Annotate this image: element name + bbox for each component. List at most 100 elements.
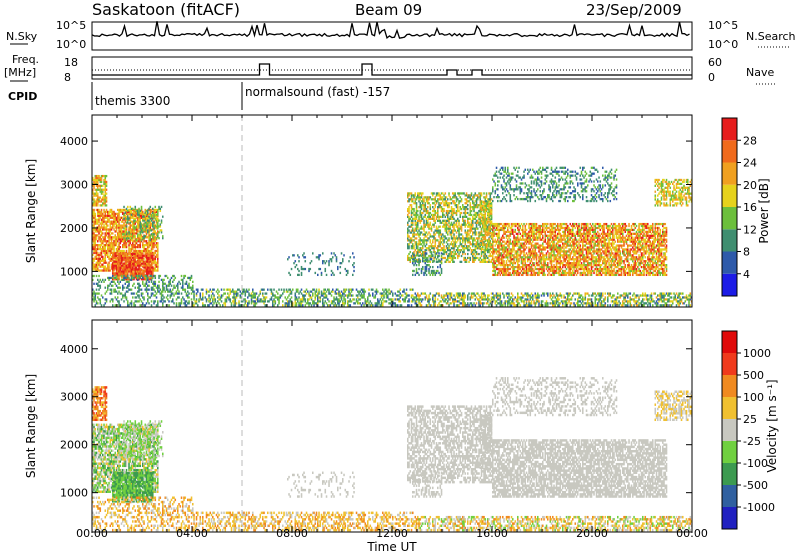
power-cell xyxy=(321,272,323,274)
power-cell xyxy=(255,300,257,302)
power-cell xyxy=(152,266,154,268)
power-cell xyxy=(131,304,133,306)
power-cell xyxy=(96,275,98,277)
power-cell xyxy=(507,296,509,298)
power-cell xyxy=(191,277,193,279)
power-cell xyxy=(333,296,335,298)
power-cell xyxy=(303,296,305,298)
power-cell xyxy=(367,296,369,298)
power-cell xyxy=(122,289,124,291)
power-cell xyxy=(98,292,100,294)
power-cell xyxy=(341,298,343,300)
power-cell xyxy=(482,296,484,298)
power-cell xyxy=(127,275,129,277)
power-cell xyxy=(456,235,458,237)
power-cell xyxy=(106,209,108,211)
power-cell xyxy=(150,235,152,237)
power-cell xyxy=(301,302,303,304)
power-cell xyxy=(481,294,483,296)
power-cell xyxy=(100,285,102,287)
power-cell xyxy=(265,300,267,302)
power-cell xyxy=(657,304,659,306)
power-cell xyxy=(115,296,117,298)
power-cell xyxy=(315,298,317,300)
power-cell xyxy=(353,256,355,258)
power-cell xyxy=(133,225,135,227)
power-cell xyxy=(448,194,450,196)
power-cell xyxy=(416,300,418,302)
power-cell xyxy=(93,198,95,200)
power-cell xyxy=(458,224,460,226)
power-cell xyxy=(423,243,425,245)
power-cell xyxy=(100,298,102,300)
power-cell xyxy=(122,210,124,212)
power-cell xyxy=(97,279,99,281)
power-cell xyxy=(155,277,157,279)
power-cell xyxy=(158,277,160,279)
power-cell xyxy=(437,239,439,241)
power-cell xyxy=(158,281,160,283)
power-cell xyxy=(342,300,344,302)
power-cell xyxy=(147,223,149,225)
power-cell xyxy=(457,257,459,259)
power-cell xyxy=(152,253,154,255)
power-cell xyxy=(130,221,132,223)
power-cell xyxy=(430,292,432,294)
power-cell xyxy=(140,298,142,300)
power-cell xyxy=(107,289,109,291)
power-cell xyxy=(170,283,172,285)
power-cell xyxy=(453,235,455,237)
power-cell xyxy=(463,292,465,294)
power-cell xyxy=(233,294,235,296)
power-cell xyxy=(153,214,155,216)
power-cell xyxy=(135,208,137,210)
power-cell xyxy=(157,221,159,223)
power-cell xyxy=(173,302,175,304)
power-cell xyxy=(386,300,388,302)
power-cell xyxy=(508,294,510,296)
power-cell xyxy=(453,222,455,224)
power-cell xyxy=(456,200,458,202)
power-cell xyxy=(282,300,284,302)
power-cell xyxy=(446,222,448,224)
power-cell xyxy=(151,261,153,263)
power-cell xyxy=(308,298,310,300)
power-cell xyxy=(117,262,119,264)
power-cell xyxy=(138,290,140,292)
power-cell xyxy=(462,253,464,255)
power-cell xyxy=(433,235,435,237)
power-cell xyxy=(521,298,523,300)
power-cell xyxy=(452,216,454,218)
power-cell xyxy=(155,290,157,292)
power-cell xyxy=(198,300,200,302)
power-cell xyxy=(93,275,95,277)
power-cell xyxy=(126,296,128,298)
power-cell xyxy=(336,304,338,306)
power-cell xyxy=(412,198,414,200)
power-cell xyxy=(105,292,107,294)
power-cell xyxy=(322,298,324,300)
power-cell xyxy=(346,289,348,291)
power-cell xyxy=(111,209,113,211)
power-cell xyxy=(367,298,369,300)
power-cell xyxy=(172,300,174,302)
power-cell xyxy=(420,251,422,253)
power-cell xyxy=(312,294,314,296)
power-cell xyxy=(581,302,583,304)
power-cell xyxy=(292,289,294,291)
power-cell xyxy=(185,289,187,291)
power-cell xyxy=(601,296,603,298)
power-cell xyxy=(432,241,434,243)
power-cell xyxy=(211,302,213,304)
power-cell xyxy=(447,296,449,298)
power-cell xyxy=(147,298,149,300)
power-cell xyxy=(463,249,465,251)
power-cell xyxy=(456,253,458,255)
power-cell xyxy=(447,302,449,304)
power-cell xyxy=(647,294,649,296)
power-cell xyxy=(116,228,118,230)
power-cell xyxy=(447,231,449,233)
power-cell xyxy=(310,268,312,270)
power-cell xyxy=(448,220,450,222)
power-cell xyxy=(448,204,450,206)
